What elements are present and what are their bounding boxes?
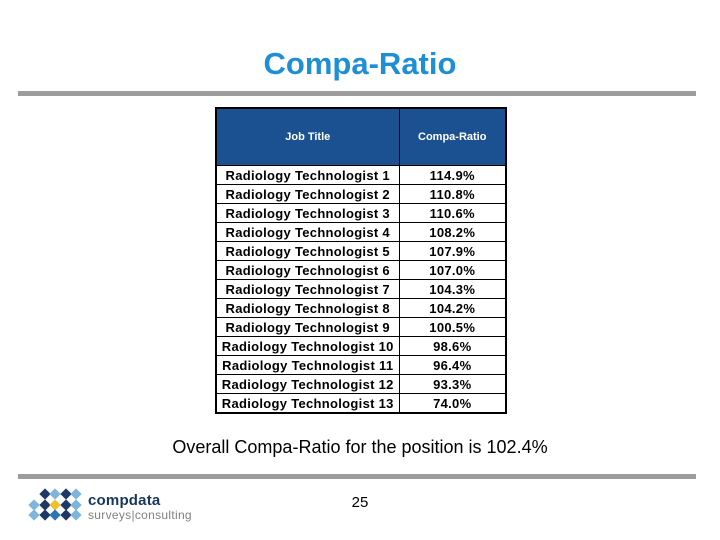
job-title-cell: Radiology Technologist 5 (215, 241, 400, 261)
logo-tagline: surveys|consulting (88, 508, 192, 522)
compa-ratio-cell: 107.9% (398, 241, 507, 261)
compa-ratio-header: Compa-Ratio (398, 107, 507, 166)
table-row: Radiology Technologist 3 110.6% (215, 203, 507, 223)
compa-ratio-cell: 96.4% (398, 355, 507, 375)
table-row: Radiology Technologist 13 74.0% (215, 393, 507, 414)
logo-diamond (70, 509, 82, 521)
compa-ratio-cell: 110.8% (398, 184, 507, 204)
logo-diamond (49, 509, 61, 521)
job-title-cell: Radiology Technologist 10 (215, 336, 400, 356)
compa-ratio-table: Job Title Compa-Ratio Radiology Technolo… (215, 107, 507, 414)
footer-divider (18, 474, 696, 479)
compa-ratio-cell: 107.0% (398, 260, 507, 280)
table-row: Radiology Technologist 7 104.3% (215, 279, 507, 299)
job-title-cell: Radiology Technologist 4 (215, 222, 400, 242)
table-row: Radiology Technologist 2 110.8% (215, 184, 507, 204)
table-row: Radiology Technologist 9 100.5% (215, 317, 507, 337)
job-title-cell: Radiology Technologist 9 (215, 317, 400, 337)
job-title-cell: Radiology Technologist 2 (215, 184, 400, 204)
table-row: Radiology Technologist 12 93.3% (215, 374, 507, 394)
page-number: 25 (351, 494, 369, 511)
compa-ratio-cell: 104.2% (398, 298, 507, 318)
compa-ratio-cell: 74.0% (398, 393, 507, 414)
job-title-cell: Radiology Technologist 6 (215, 260, 400, 280)
job-title-cell: Radiology Technologist 1 (215, 165, 400, 185)
logo-text: compdata surveys|consulting (88, 493, 192, 521)
table-header-row: Job Title Compa-Ratio (215, 107, 507, 166)
compa-ratio-cell: 98.6% (398, 336, 507, 356)
job-title-cell: Radiology Technologist 11 (215, 355, 400, 375)
table-row: Radiology Technologist 6 107.0% (215, 260, 507, 280)
compa-ratio-cell: 114.9% (398, 165, 507, 185)
table-row: Radiology Technologist 11 96.4% (215, 355, 507, 375)
compa-ratio-cell: 93.3% (398, 374, 507, 394)
table-row: Radiology Technologist 1 114.9% (215, 165, 507, 185)
job-title-cell: Radiology Technologist 12 (215, 374, 400, 394)
logo-diamond (28, 509, 40, 521)
page-title: Compa-Ratio (263, 46, 457, 81)
job-title-cell: Radiology Technologist 13 (215, 393, 400, 414)
job-title-header: Job Title (215, 107, 400, 166)
job-title-cell: Radiology Technologist 8 (215, 298, 400, 318)
compdata-logo: compdata surveys|consulting (28, 488, 290, 534)
job-title-cell: Radiology Technologist 7 (215, 279, 400, 299)
overall-compa-ratio-text: Overall Compa-Ratio for the position is … (172, 437, 548, 457)
table-row: Radiology Technologist 4 108.2% (215, 222, 507, 242)
compa-ratio-cell: 108.2% (398, 222, 507, 242)
logo-company-name: compdata (88, 492, 161, 509)
compa-ratio-cell: 110.6% (398, 203, 507, 223)
table-row: Radiology Technologist 5 107.9% (215, 241, 507, 261)
compa-ratio-cell: 104.3% (398, 279, 507, 299)
table-row: Radiology Technologist 10 98.6% (215, 336, 507, 356)
job-title-cell: Radiology Technologist 3 (215, 203, 400, 223)
compa-ratio-cell: 100.5% (398, 317, 507, 337)
table-row: Radiology Technologist 8 104.2% (215, 298, 507, 318)
table-body: Radiology Technologist 1 114.9% Radiology … (215, 165, 507, 414)
title-divider (18, 91, 696, 96)
